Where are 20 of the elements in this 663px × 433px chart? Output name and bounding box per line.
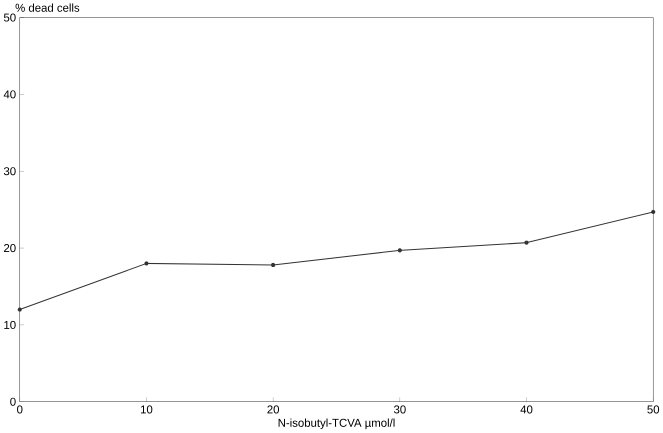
point (271, 263, 276, 268)
point (651, 210, 656, 214)
y-tick-label: 50 (4, 14, 16, 22)
point (18, 308, 22, 312)
x-tick-label: 40 (520, 406, 532, 414)
x-tick-label: 30 (394, 406, 406, 414)
point (398, 248, 402, 253)
y-axis-title: % dead cells (16, 4, 80, 12)
x-tick-label: 50 (647, 406, 660, 414)
x-tick-label: 0 (17, 406, 22, 414)
point (524, 240, 529, 245)
x-axis-title: N-isobutyl-TCVA µmol/l (278, 418, 395, 430)
x-tick-label: 10 (140, 406, 152, 414)
point (144, 262, 149, 266)
y-tick-label: 10 (4, 321, 16, 330)
y-tick-label: 20 (4, 244, 16, 252)
y-tick-label: 0 (10, 398, 16, 406)
y-tick-label: 30 (4, 167, 16, 176)
x-tick-label: 20 (267, 406, 280, 414)
y-tick-label: 40 (4, 90, 16, 99)
